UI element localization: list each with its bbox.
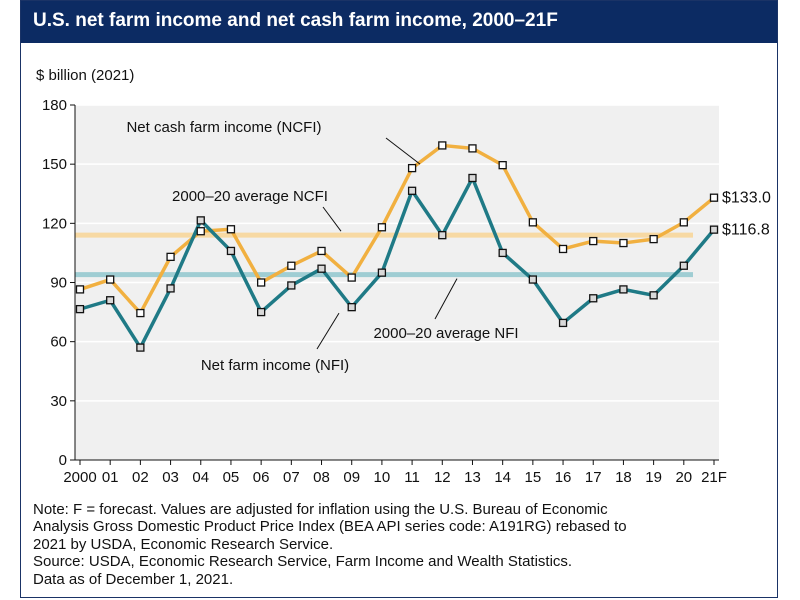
chart-title: U.S. net farm income and net cash farm i… — [33, 10, 558, 31]
data-point — [75, 285, 85, 294]
y-tick-label: 180 — [42, 97, 67, 114]
data-point — [317, 246, 326, 256]
reference-line-label: 2000–20 average NCFI — [172, 188, 328, 205]
data-point — [317, 264, 326, 273]
x-tick-label: 02 — [132, 469, 149, 486]
end-value-label: $133.0 — [722, 190, 771, 207]
y-tick-label: 150 — [42, 156, 67, 173]
data-point — [377, 223, 387, 232]
data-point — [709, 225, 719, 234]
data-point — [619, 238, 628, 248]
data-point — [468, 173, 477, 183]
end-value-label: $116.8 — [722, 222, 770, 239]
data-point — [619, 285, 628, 294]
note-line: Note: F = forecast. Values are adjusted … — [33, 501, 608, 518]
x-tick-label: 07 — [283, 469, 300, 486]
data-point — [136, 343, 145, 352]
y-tick-label: 90 — [50, 275, 67, 292]
x-tick-label: 21F — [701, 469, 727, 486]
line-chart: 0 30 60 90 120 150 180 2000 01 02 03 04 05 06 07 08 09 10… — [42, 97, 771, 486]
x-tick-label: 19 — [645, 469, 662, 486]
x-tick-label: 01 — [102, 469, 119, 486]
annotation-leader-line — [322, 206, 342, 232]
data-point — [136, 308, 145, 318]
annotation-leader-line — [316, 312, 340, 350]
x-tick-label: 13 — [464, 469, 481, 486]
y-tick-label: 0 — [59, 452, 67, 469]
x-tick-label: 11 — [404, 469, 420, 486]
x-tick-label: 10 — [374, 469, 391, 486]
annotation-leader-line — [385, 137, 421, 165]
data-point — [407, 163, 417, 173]
y-axis-unit-label: $ billion (2021) — [36, 67, 135, 84]
data-point — [709, 193, 719, 202]
data-point — [256, 278, 266, 287]
x-tick-label: 2000 — [63, 469, 96, 486]
data-point — [498, 248, 507, 258]
reference-line-label: 2000–20 average NFI — [373, 325, 518, 342]
data-point — [649, 291, 658, 300]
series-annotation-label: Net farm income (NFI) — [201, 357, 349, 374]
x-tick-label: 08 — [313, 469, 330, 486]
x-tick-label: 06 — [253, 469, 270, 486]
data-point — [226, 225, 236, 234]
annotation-leader-line — [434, 278, 458, 320]
data-point — [226, 246, 236, 256]
source-line: Source: USDA, Economic Research Service,… — [33, 553, 573, 571]
x-tick-label: 09 — [343, 469, 360, 486]
data-point — [287, 261, 296, 270]
data-point — [106, 296, 115, 305]
data-point — [347, 303, 356, 312]
data-point — [589, 236, 598, 246]
data-point — [106, 275, 115, 284]
y-tick-label: 120 — [42, 215, 67, 232]
data-point — [468, 144, 477, 153]
data-point — [196, 227, 205, 236]
x-tick-label: 14 — [494, 469, 511, 486]
y-tick-label: 30 — [50, 393, 67, 410]
data-point — [558, 318, 568, 328]
x-tick-label: 12 — [434, 469, 451, 486]
data-point — [528, 218, 538, 227]
x-tick-label: 03 — [162, 469, 179, 486]
chart-header: U.S. net farm income and net cash farm i… — [21, 1, 777, 43]
note-line: Analysis Gross Domestic Product Price In… — [33, 518, 627, 536]
chart-frame: U.S. net farm income and net cash farm i… — [20, 0, 778, 598]
data-point — [166, 252, 175, 262]
chart-note: Note: F = forecast. Values are adjusted … — [33, 501, 768, 588]
x-tick-label: 17 — [585, 469, 602, 486]
x-tick-label: 20 — [675, 469, 692, 486]
data-point — [438, 231, 447, 240]
data-point — [196, 216, 205, 225]
series-line — [79, 143, 716, 315]
data-point — [558, 244, 568, 254]
data-point — [438, 141, 447, 150]
data-point — [347, 273, 356, 282]
x-tick-label: 16 — [555, 469, 572, 486]
data-point — [498, 161, 507, 170]
data-point — [287, 281, 296, 290]
data-point — [679, 218, 688, 227]
series-annotation-label: Net cash farm income (NCFI) — [126, 119, 321, 136]
data-point — [679, 261, 688, 270]
data-date-line: Data as of December 1, 2021. — [33, 570, 234, 588]
y-tick-label: 60 — [50, 334, 67, 351]
x-tick-label: 15 — [525, 469, 542, 486]
x-tick-label: 04 — [192, 469, 209, 486]
data-point — [589, 294, 598, 303]
note-line: 2021 by USDA, Economic Research Service. — [33, 535, 334, 553]
data-point — [256, 307, 266, 317]
data-point — [75, 304, 85, 314]
x-tick-label: 18 — [615, 469, 632, 486]
data-point — [528, 275, 538, 284]
series-line — [79, 176, 716, 350]
data-point — [166, 284, 175, 293]
data-point — [407, 186, 417, 195]
data-point — [649, 234, 658, 244]
x-tick-label: 05 — [223, 469, 240, 486]
data-point — [377, 268, 387, 277]
